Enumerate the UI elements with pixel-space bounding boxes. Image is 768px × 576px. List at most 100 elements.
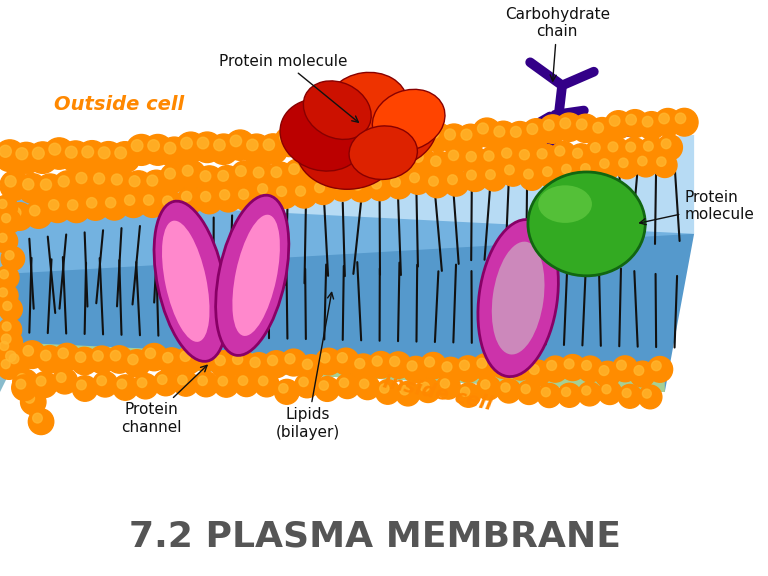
Circle shape	[126, 134, 157, 165]
Circle shape	[63, 195, 90, 222]
Circle shape	[48, 200, 59, 210]
Circle shape	[654, 108, 682, 137]
Circle shape	[588, 118, 616, 146]
Circle shape	[618, 384, 642, 408]
Circle shape	[58, 176, 69, 187]
Circle shape	[275, 127, 304, 157]
Circle shape	[461, 387, 470, 396]
Circle shape	[482, 165, 507, 191]
Circle shape	[642, 389, 651, 398]
Circle shape	[176, 132, 206, 162]
Circle shape	[472, 118, 502, 147]
Circle shape	[396, 160, 406, 170]
Circle shape	[29, 206, 40, 216]
Circle shape	[564, 359, 574, 369]
Circle shape	[374, 128, 402, 158]
Circle shape	[13, 369, 38, 395]
Circle shape	[420, 353, 446, 379]
Circle shape	[11, 142, 41, 174]
Circle shape	[449, 150, 458, 161]
Ellipse shape	[216, 195, 289, 355]
Circle shape	[581, 361, 591, 370]
Circle shape	[425, 172, 450, 198]
Circle shape	[639, 137, 665, 163]
Circle shape	[538, 384, 561, 408]
Circle shape	[124, 195, 134, 205]
Circle shape	[93, 351, 103, 361]
Circle shape	[409, 147, 435, 175]
Circle shape	[200, 170, 210, 181]
Circle shape	[612, 356, 637, 382]
Text: 7.2 PLASMA MEMBRANE: 7.2 PLASMA MEMBRANE	[130, 520, 621, 554]
Circle shape	[379, 384, 389, 393]
Circle shape	[93, 372, 118, 397]
Circle shape	[315, 183, 325, 192]
Circle shape	[160, 163, 188, 192]
Polygon shape	[15, 135, 694, 274]
Circle shape	[333, 348, 359, 375]
Circle shape	[604, 111, 632, 139]
Circle shape	[481, 380, 490, 389]
Circle shape	[158, 191, 185, 218]
Circle shape	[348, 176, 374, 202]
Ellipse shape	[154, 201, 227, 361]
Circle shape	[107, 169, 135, 198]
Circle shape	[591, 143, 600, 153]
Text: Protein
molecule: Protein molecule	[640, 190, 754, 225]
Circle shape	[329, 175, 355, 201]
Circle shape	[634, 152, 658, 177]
Circle shape	[194, 372, 219, 397]
Circle shape	[675, 113, 686, 124]
Circle shape	[94, 173, 104, 184]
Circle shape	[440, 379, 449, 388]
Circle shape	[18, 341, 46, 369]
Circle shape	[577, 119, 587, 130]
Circle shape	[299, 377, 308, 386]
Circle shape	[357, 124, 386, 153]
Circle shape	[651, 361, 661, 370]
Circle shape	[461, 129, 472, 140]
Circle shape	[181, 191, 192, 202]
Circle shape	[213, 166, 241, 194]
Circle shape	[110, 142, 141, 173]
Circle shape	[444, 146, 471, 173]
Text: Protein molecule: Protein molecule	[220, 54, 359, 122]
Circle shape	[653, 153, 677, 177]
Circle shape	[614, 154, 639, 179]
Circle shape	[98, 147, 110, 159]
Circle shape	[386, 352, 412, 378]
Circle shape	[316, 348, 342, 375]
Circle shape	[609, 116, 620, 126]
Circle shape	[280, 132, 291, 143]
Circle shape	[619, 158, 628, 168]
Circle shape	[456, 383, 481, 407]
Circle shape	[368, 351, 394, 378]
Circle shape	[12, 375, 37, 401]
Circle shape	[538, 162, 564, 188]
Circle shape	[28, 409, 54, 434]
Circle shape	[542, 356, 568, 382]
Circle shape	[139, 190, 166, 217]
Circle shape	[144, 195, 154, 205]
Circle shape	[274, 380, 299, 404]
Circle shape	[236, 166, 247, 176]
Circle shape	[27, 142, 58, 173]
Circle shape	[608, 142, 618, 152]
Ellipse shape	[528, 172, 645, 276]
Circle shape	[88, 346, 115, 373]
Circle shape	[233, 354, 243, 365]
Circle shape	[75, 352, 86, 362]
Circle shape	[571, 114, 600, 142]
Circle shape	[402, 357, 429, 383]
Circle shape	[448, 175, 457, 184]
Circle shape	[638, 385, 662, 409]
Circle shape	[291, 181, 317, 208]
Circle shape	[0, 342, 8, 350]
Circle shape	[543, 167, 552, 176]
Circle shape	[438, 357, 464, 384]
Circle shape	[180, 351, 190, 361]
Circle shape	[416, 378, 440, 403]
Circle shape	[554, 146, 564, 156]
Circle shape	[337, 353, 347, 363]
Circle shape	[247, 139, 258, 151]
